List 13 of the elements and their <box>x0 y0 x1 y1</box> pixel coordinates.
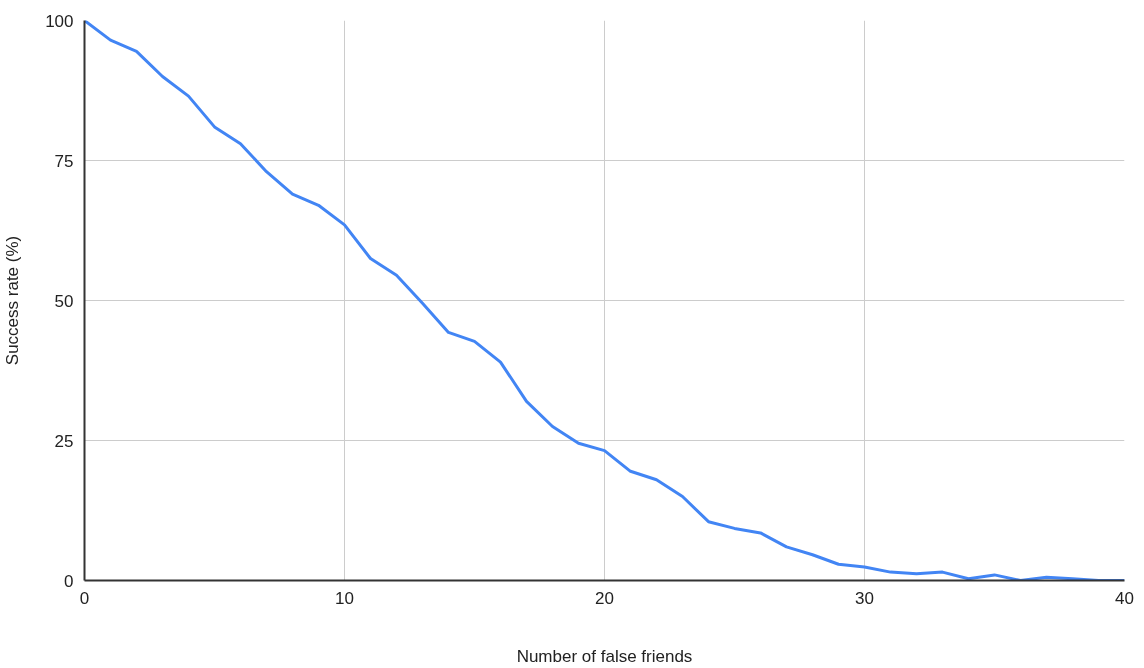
line-series <box>84 20 1125 581</box>
x-tick-label: 10 <box>335 588 354 608</box>
y-tick-label: 75 <box>54 151 74 171</box>
y-axis-title: Success rate (%) <box>3 235 23 366</box>
x-tick-label: 20 <box>595 588 614 608</box>
y-tick-label: 100 <box>45 11 74 31</box>
x-tick-label: 40 <box>1115 588 1134 608</box>
y-tick-label: 0 <box>64 571 74 591</box>
y-tick-label: 25 <box>54 431 74 451</box>
x-tick-label: 0 <box>79 588 90 608</box>
x-axis-title: Number of false friends <box>516 646 693 666</box>
y-tick-label: 50 <box>54 291 74 311</box>
x-tick-label: 30 <box>855 588 874 608</box>
